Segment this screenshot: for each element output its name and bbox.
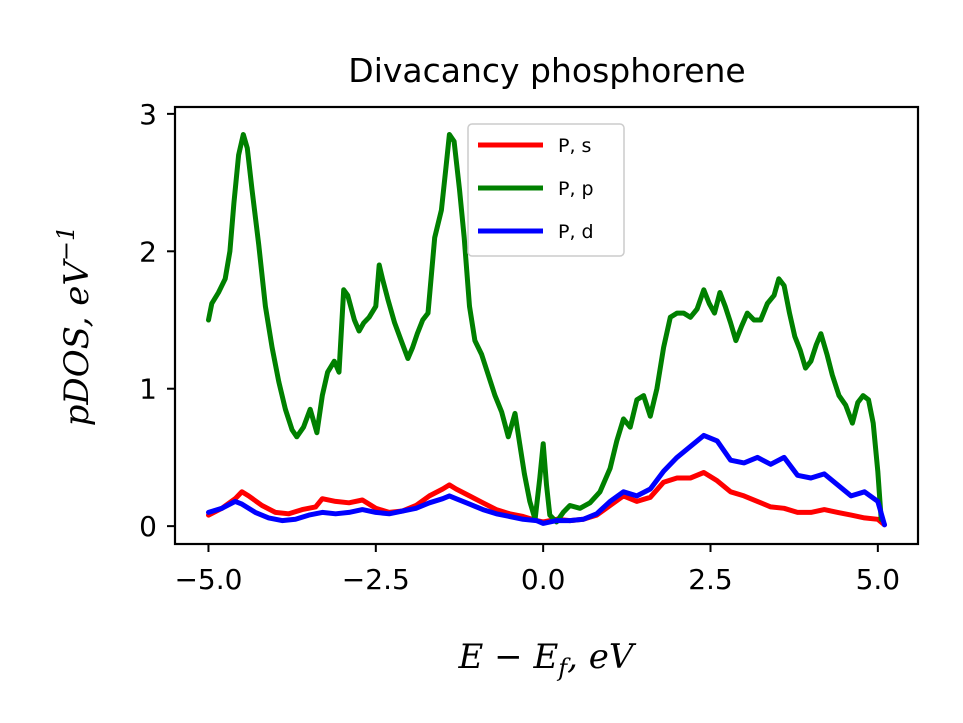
y-tick-label: 2 [139, 235, 157, 268]
legend-label: P, p [558, 178, 594, 200]
y-tick-label: 3 [139, 98, 157, 131]
legend-label: P, s [558, 135, 591, 157]
y-tick-label: 1 [139, 373, 157, 406]
plot-frame [173, 105, 920, 546]
legend: P, s P, p P, d [467, 123, 625, 257]
x-tick-label: −2.5 [342, 563, 410, 596]
x-tick-label: 5.0 [856, 563, 901, 596]
series-line-3 [206, 432, 887, 528]
plot-lines [206, 132, 887, 528]
y-axis: 0 1 2 3 [139, 98, 175, 543]
x-tick-label: −5.0 [174, 563, 242, 596]
y-axis-label: pDOS, eV−1 [52, 226, 97, 427]
x-tick-label: 0.0 [521, 563, 566, 596]
legend-label: P, d [558, 221, 594, 243]
y-tick-label: 0 [139, 510, 157, 543]
legend-box [467, 123, 625, 257]
series-line-2 [206, 132, 884, 525]
chart-title: Divacancy phosphorene [348, 51, 745, 90]
x-tick-label: 2.5 [688, 563, 733, 596]
x-axis-label: E − Ef, eV [458, 637, 637, 682]
x-axis: −5.0 −2.5 0.0 2.5 5.0 [174, 544, 900, 596]
